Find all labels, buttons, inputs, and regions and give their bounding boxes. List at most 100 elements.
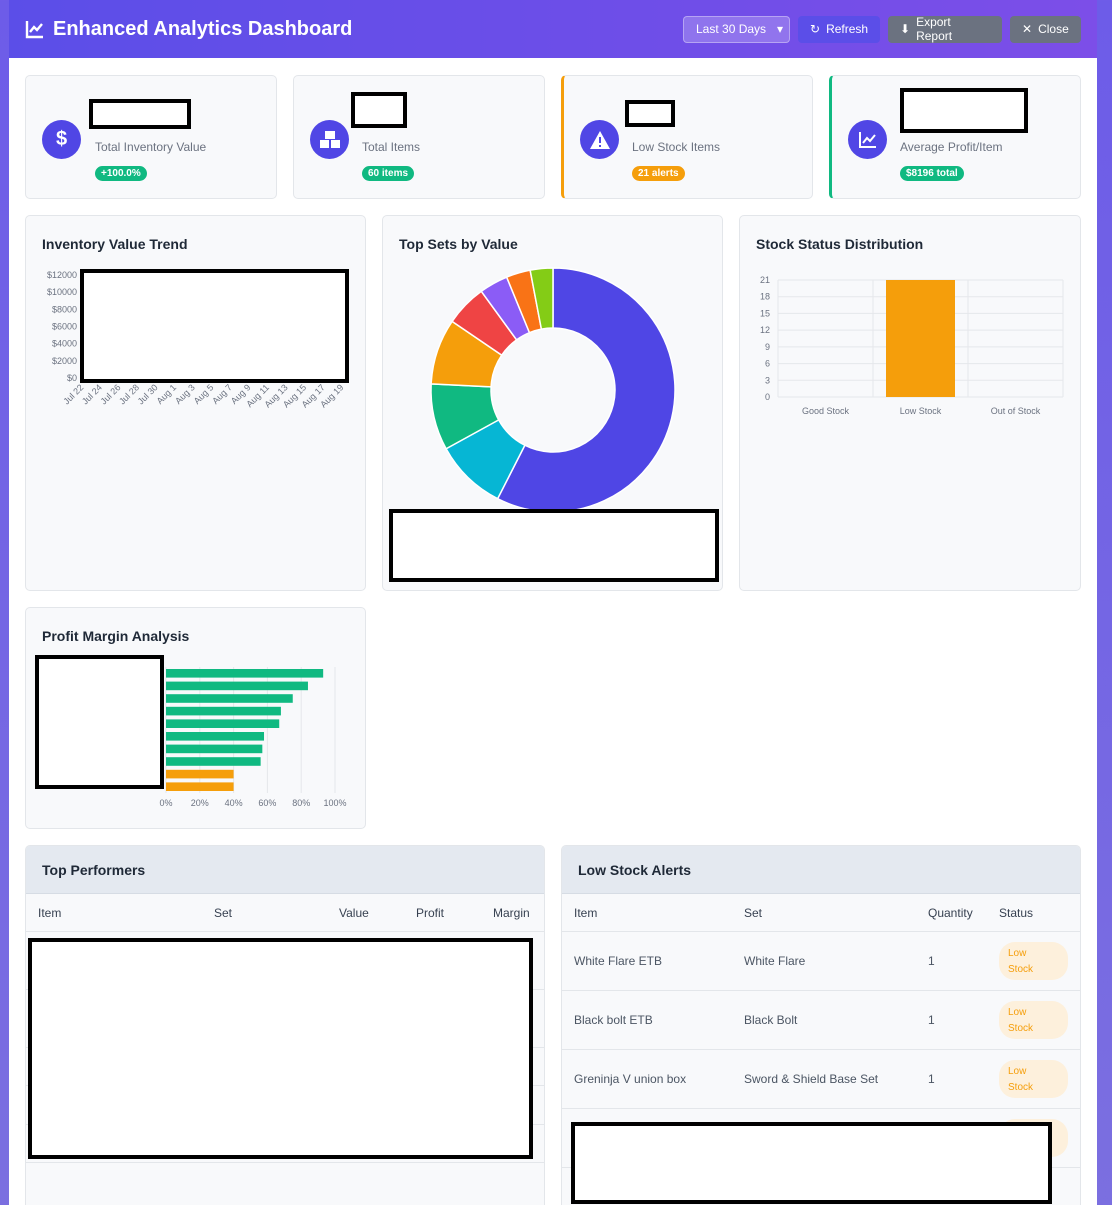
refresh-icon: ↻: [810, 22, 821, 36]
dollar-icon: $: [42, 120, 81, 159]
app-title: Enhanced Analytics Dashboard: [25, 18, 352, 41]
bar: [166, 706, 281, 716]
range-select-value: Last 30 Days: [696, 22, 767, 36]
stat-card-avg-profit: Average Profit/Item $8196 total: [829, 75, 1081, 199]
x-tick-label: 100%: [323, 798, 346, 808]
y-tick-label: $12000: [47, 270, 77, 280]
top-performers-card: Top Performers Item Set Value Profit Mar…: [25, 845, 545, 1205]
col-margin[interactable]: Margin: [493, 906, 530, 920]
x-tick-label: Jul 24: [80, 382, 104, 406]
status-line2: Stock: [1008, 1023, 1034, 1034]
col-status[interactable]: Status: [999, 906, 1034, 920]
table-header-row: Item Set Quantity Status: [562, 894, 1080, 932]
bar: [166, 732, 265, 741]
redacted-item-labels: [35, 655, 164, 789]
redacted-value: [900, 88, 1028, 133]
x-tick-label: Jul 30: [136, 382, 160, 406]
stat-label: Total Items: [362, 140, 421, 154]
chart-card-top-sets: Top Sets by Value: [382, 215, 723, 591]
status-badge: Low Stock: [999, 1060, 1068, 1098]
cell-qty: 1: [928, 1013, 935, 1027]
table-row[interactable]: White Flare ETB White Flare 1 Low Stock: [562, 932, 1080, 991]
x-tick-label: Jul 26: [98, 382, 122, 406]
chart-card-profit-margin: Profit Margin Analysis 0% 20% 40% 60% 80% 100…: [25, 607, 366, 829]
y-tick-label: 0: [765, 392, 770, 402]
close-icon: ✕: [1022, 22, 1033, 36]
bar: [166, 681, 308, 691]
y-tick-label: 3: [765, 375, 770, 385]
export-report-button[interactable]: ⬇ Export Report: [888, 15, 1002, 43]
cell-item: White Flare ETB: [574, 954, 663, 968]
warning-icon: [580, 120, 619, 159]
redacted-value: [89, 99, 191, 129]
y-tick-label: $8000: [52, 304, 77, 314]
x-tick-label: Jul 28: [117, 382, 141, 406]
x-tick-label: Aug 5: [192, 382, 216, 406]
y-tick-label: 21: [760, 275, 770, 285]
x-tick-label: Low Stock: [900, 406, 942, 416]
col-set[interactable]: Set: [744, 906, 763, 920]
bar: [886, 280, 955, 397]
y-tick-label: $6000: [52, 322, 77, 332]
x-tick-label: Jul 22: [61, 382, 85, 406]
table-title: Top Performers: [26, 846, 544, 894]
stock-status-bar-chart: 21 18 15 12 9 6 3 0 Good Stock Low Stock Out of St…: [760, 275, 1064, 416]
x-tick-label: 40%: [225, 798, 243, 808]
status-line2: Stock: [1008, 1082, 1034, 1093]
cell-set: Sword & Shield Base Set: [744, 1072, 879, 1086]
cell-qty: 1: [928, 1072, 935, 1086]
range-select[interactable]: Last 30 Days ▾: [683, 15, 790, 43]
stat-badge: 60 items: [362, 166, 415, 181]
app-title-text: Enhanced Analytics Dashboard: [53, 17, 353, 40]
bar: [166, 744, 263, 754]
stat-card-total-value: $ Total Inventory Value +100.0%: [25, 75, 277, 199]
cell-item: Black bolt ETB: [574, 1013, 653, 1027]
col-item[interactable]: Item: [38, 906, 62, 920]
y-tick-label: 12: [760, 325, 770, 335]
redacted-value: [351, 92, 407, 128]
y-tick-label: 15: [760, 308, 770, 318]
stat-badge: $8196 total: [900, 166, 964, 181]
cell-set: White Flare: [744, 954, 806, 968]
status-badge: Low Stock: [999, 942, 1068, 980]
bar: [166, 769, 234, 779]
refresh-label: Refresh: [826, 22, 869, 36]
redacted-chart-area: [80, 269, 349, 383]
stat-label: Low Stock Items: [632, 140, 721, 154]
col-quantity[interactable]: Quantity: [928, 906, 973, 920]
chart-card-stock-status: Stock Status Distribution 21 18 15 12 9 6 3 0 Go…: [739, 215, 1081, 591]
col-profit[interactable]: Profit: [416, 906, 445, 920]
y-tick-label: $0: [67, 373, 77, 383]
y-tick-label: 9: [765, 342, 770, 352]
col-set[interactable]: Set: [214, 906, 233, 920]
chart-title: Stock Status Distribution: [756, 236, 924, 252]
y-tick-label: 18: [760, 292, 770, 302]
bar: [166, 757, 261, 766]
redacted-table-rows: [571, 1122, 1052, 1204]
chart-title: Top Sets by Value: [399, 236, 518, 252]
col-item[interactable]: Item: [574, 906, 598, 920]
stat-label: Total Inventory Value: [95, 140, 207, 154]
chart-title: Inventory Value Trend: [42, 236, 188, 252]
status-badge: Low Stock: [999, 1001, 1068, 1039]
chart-title: Profit Margin Analysis: [42, 628, 190, 644]
stat-label: Average Profit/Item: [900, 140, 1003, 154]
status-line1: Low: [1008, 948, 1027, 959]
col-value[interactable]: Value: [339, 906, 369, 920]
close-button[interactable]: ✕ Close: [1010, 15, 1081, 43]
redacted-table-body: [28, 938, 533, 1159]
x-tick-label: Aug 7: [210, 382, 234, 406]
bar: [166, 694, 293, 703]
cell-set: Black Bolt: [744, 1013, 798, 1027]
chart-line-icon: [848, 120, 887, 159]
stat-card-low-stock: Low Stock Items 21 alerts: [561, 75, 813, 199]
table-row[interactable]: Greninja V union box Sword & Shield Base…: [562, 1050, 1080, 1109]
header-bar: Enhanced Analytics Dashboard Last 30 Day…: [9, 0, 1097, 58]
table-row[interactable]: Black bolt ETB Black Bolt 1 Low Stock: [562, 991, 1080, 1050]
stat-badge: +100.0%: [95, 166, 147, 181]
x-tick-label: Aug 3: [173, 382, 197, 406]
close-label: Close: [1038, 22, 1069, 36]
status-line1: Low: [1008, 1007, 1027, 1018]
refresh-button[interactable]: ↻ Refresh: [798, 15, 880, 43]
